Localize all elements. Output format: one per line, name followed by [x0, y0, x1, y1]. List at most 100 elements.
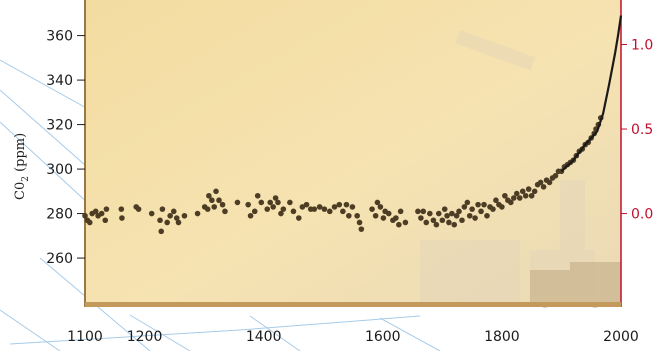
x-ticks: 1100 1200 1400 1600 1800 2000 [67, 329, 639, 345]
data-point [303, 201, 310, 208]
y-tick-label: 300 [46, 162, 73, 178]
data-point [420, 208, 427, 215]
y-axis-label: C02 (ppm) [13, 133, 31, 200]
data-point [290, 208, 297, 215]
y-axis-label-main: C0 [13, 182, 28, 200]
data-point [299, 204, 306, 210]
x-tick-label: 1600 [365, 329, 401, 345]
data-point [502, 192, 508, 199]
data-point [484, 212, 490, 219]
data-point [275, 199, 281, 206]
data-point [464, 199, 471, 206]
data-point [418, 215, 424, 221]
data-point [98, 210, 105, 217]
data-point [222, 208, 228, 215]
data-point [118, 206, 125, 212]
data-point [204, 206, 211, 212]
data-points [82, 115, 604, 235]
data-point [449, 210, 455, 217]
x-tick-label: 1800 [484, 329, 520, 345]
data-point [343, 201, 350, 208]
data-point [102, 217, 109, 224]
data-point [451, 221, 458, 228]
y-tick-label: 280 [46, 207, 73, 223]
data-point [326, 208, 333, 215]
data-point [164, 219, 170, 226]
data-point [441, 206, 448, 212]
data-point [181, 212, 188, 219]
data-point [216, 197, 222, 204]
data-point [82, 212, 88, 219]
data-point [461, 204, 468, 210]
data-point [194, 210, 201, 217]
y2-tick-label: 0.0 [631, 207, 653, 223]
data-point [380, 215, 387, 221]
data-point [508, 199, 514, 206]
data-point [258, 199, 265, 206]
data-point [446, 219, 452, 226]
data-point [354, 212, 360, 219]
data-point [393, 215, 399, 221]
data-point [433, 221, 440, 228]
data-point [499, 204, 505, 210]
data-point [316, 204, 323, 210]
data-point [430, 217, 437, 224]
y-axis-label-unit: (ppm) [13, 133, 28, 172]
data-point [546, 179, 553, 186]
x-tick-label: 1100 [67, 329, 103, 345]
data-point [475, 201, 481, 208]
data-point [415, 208, 421, 215]
data-point [213, 188, 219, 195]
decorative-lines [0, 59, 441, 351]
data-point [540, 184, 547, 190]
data-point [522, 192, 529, 199]
data-point [537, 179, 544, 186]
data-point [219, 201, 226, 208]
data-point [402, 219, 409, 226]
data-point [358, 226, 365, 232]
data-point [453, 212, 460, 219]
data-point [481, 201, 487, 208]
data-point [439, 217, 446, 224]
y-tick-label: 360 [46, 29, 73, 45]
data-point [86, 219, 93, 226]
data-point [349, 204, 356, 210]
data-point [374, 199, 381, 206]
data-point [427, 210, 433, 217]
data-point [459, 217, 465, 224]
data-point [287, 199, 293, 206]
data-point [92, 208, 99, 215]
bottom-axis [85, 302, 621, 307]
data-point [513, 190, 520, 197]
x-tick-label: 2000 [603, 329, 639, 345]
left-y-ticks: 260 280 300 320 340 360 [46, 29, 85, 267]
data-point [135, 206, 142, 212]
data-point [173, 215, 180, 221]
data-point [254, 192, 261, 199]
data-point [278, 210, 284, 217]
data-point [531, 188, 538, 195]
data-point [340, 208, 346, 215]
data-point [234, 199, 241, 206]
data-point [264, 206, 271, 212]
data-point [331, 204, 338, 210]
data-point [493, 197, 499, 204]
data-point [519, 188, 526, 195]
data-point [103, 206, 110, 212]
data-point [311, 206, 318, 212]
data-point [372, 212, 379, 219]
data-point [490, 206, 496, 212]
y-tick-label: 320 [46, 118, 73, 134]
y-tick-label: 340 [46, 73, 73, 89]
data-point [148, 210, 155, 217]
data-point [356, 219, 363, 226]
right-y-ticks: 0.00.51.01.5 [621, 37, 653, 223]
x-tick-label: 1400 [246, 329, 282, 345]
y-tick-label: 260 [46, 251, 73, 267]
data-point [158, 228, 165, 235]
data-point [552, 172, 559, 179]
data-point [296, 215, 302, 221]
data-point [396, 221, 402, 228]
data-point [525, 186, 532, 192]
